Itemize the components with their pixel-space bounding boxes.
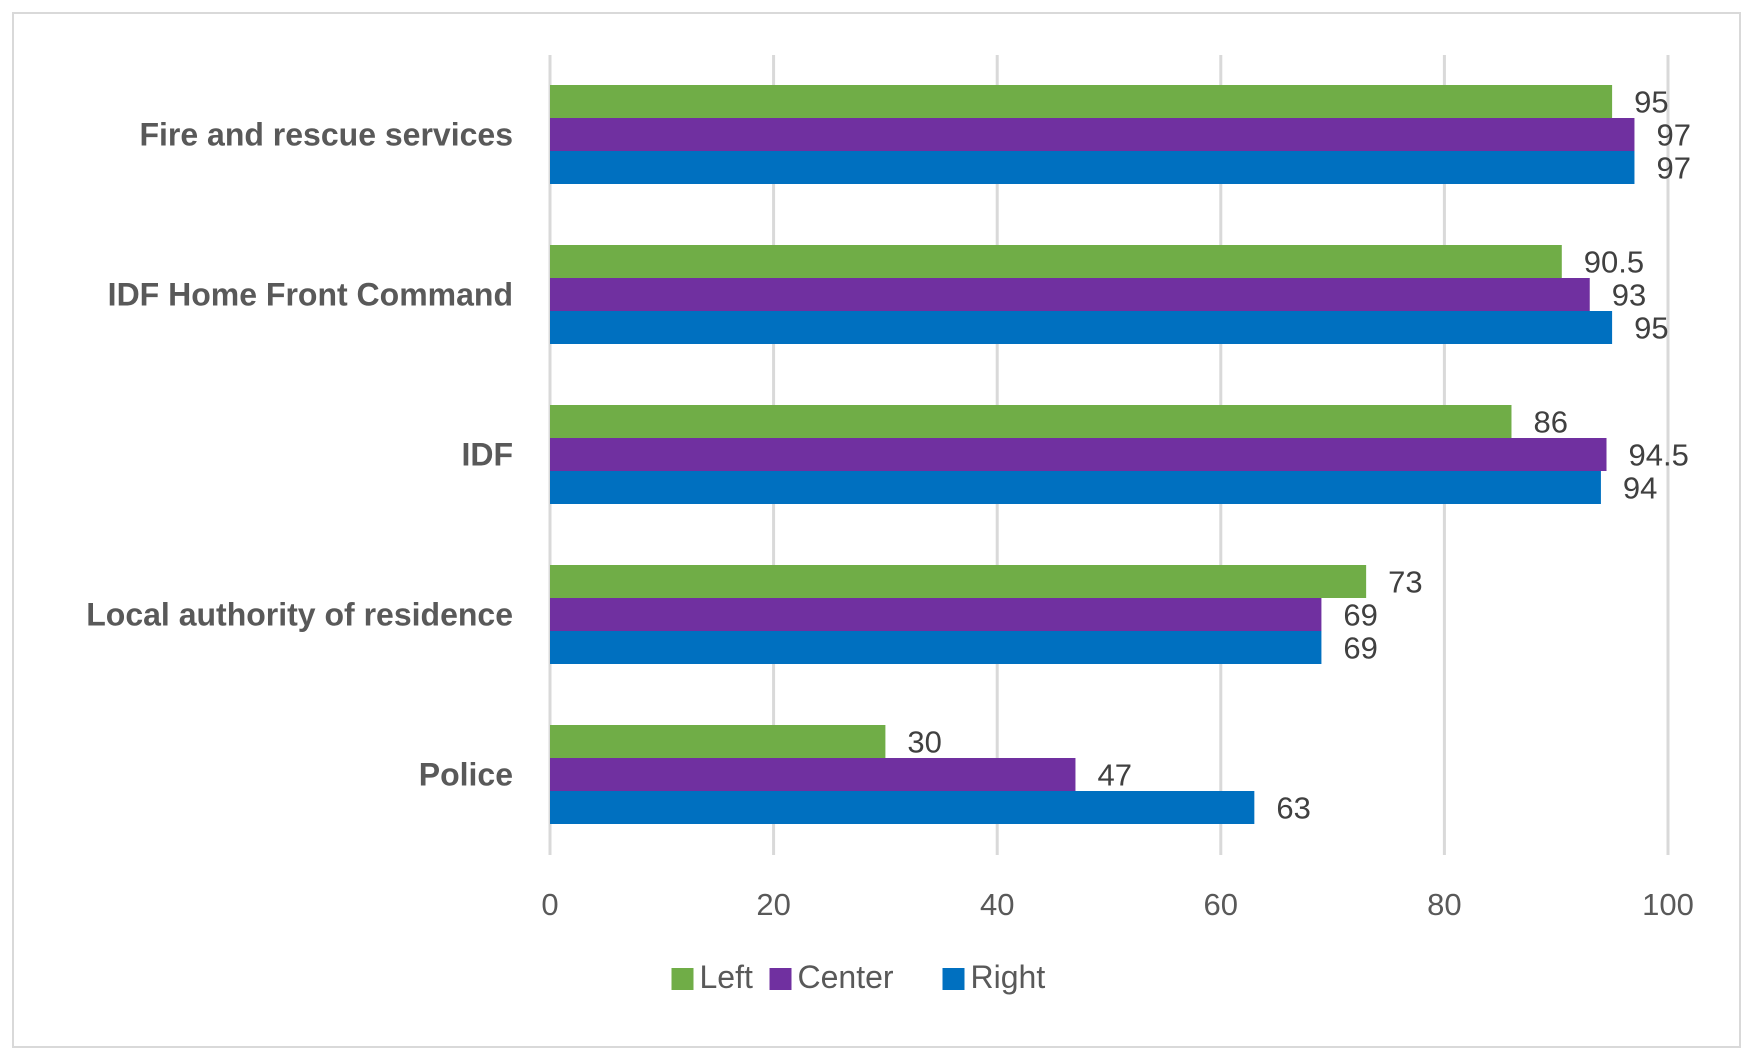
x-tick-label: 0 <box>541 887 558 922</box>
legend-label-left: Left <box>700 959 753 995</box>
data-label: 95 <box>1634 85 1668 120</box>
x-tick-label: 20 <box>756 887 790 922</box>
bar-center <box>550 758 1076 791</box>
legend-swatch-center <box>769 968 792 990</box>
legend-swatch-right <box>942 968 965 990</box>
x-tick-label: 100 <box>1642 887 1694 922</box>
data-label: 69 <box>1343 598 1377 633</box>
data-label: 93 <box>1612 278 1646 313</box>
category-label: IDF Home Front Command <box>108 277 513 313</box>
x-tick-label: 40 <box>980 887 1014 922</box>
bar-left <box>550 565 1367 598</box>
bar-right <box>550 151 1635 184</box>
data-label: 30 <box>907 725 941 760</box>
bar-left <box>550 245 1562 278</box>
data-label: 47 <box>1097 758 1131 793</box>
category-label: Fire and rescue services <box>139 117 513 153</box>
bar-right <box>550 471 1601 504</box>
category-label: IDF <box>461 437 513 473</box>
data-label: 69 <box>1343 631 1377 666</box>
bar-left <box>550 405 1512 438</box>
category-labels: Fire and rescue services IDF Home Front C… <box>86 117 513 793</box>
bar-left <box>550 85 1613 118</box>
category-label: Local authority of residence <box>86 597 513 633</box>
data-label: 95 <box>1634 311 1668 346</box>
bar-center <box>550 438 1607 471</box>
data-label: 94.5 <box>1629 438 1689 473</box>
data-label: 73 <box>1388 565 1422 600</box>
bar-center <box>550 118 1635 151</box>
data-label: 90.5 <box>1584 245 1644 280</box>
bar-left <box>550 725 886 758</box>
x-axis-tick-labels: 0 20 40 60 80 100 <box>541 887 1693 922</box>
data-label: 63 <box>1276 791 1310 826</box>
x-tick-label: 60 <box>1204 887 1238 922</box>
legend-swatch-left <box>671 968 694 990</box>
chart-frame <box>12 12 1741 1048</box>
data-label: 97 <box>1656 151 1690 186</box>
data-label: 94 <box>1623 471 1657 506</box>
bar-right <box>550 791 1255 824</box>
legend-label-center: Center <box>798 959 894 995</box>
x-tick-label: 80 <box>1427 887 1461 922</box>
legend-label-right: Right <box>971 959 1046 995</box>
bar-center <box>550 598 1322 631</box>
bar-right <box>550 311 1613 344</box>
category-label: Police <box>419 757 513 793</box>
bar-center <box>550 278 1590 311</box>
data-label: 97 <box>1656 118 1690 153</box>
bar-right <box>550 631 1322 664</box>
data-label: 86 <box>1533 405 1567 440</box>
legend: Left Center Right <box>671 959 1046 995</box>
